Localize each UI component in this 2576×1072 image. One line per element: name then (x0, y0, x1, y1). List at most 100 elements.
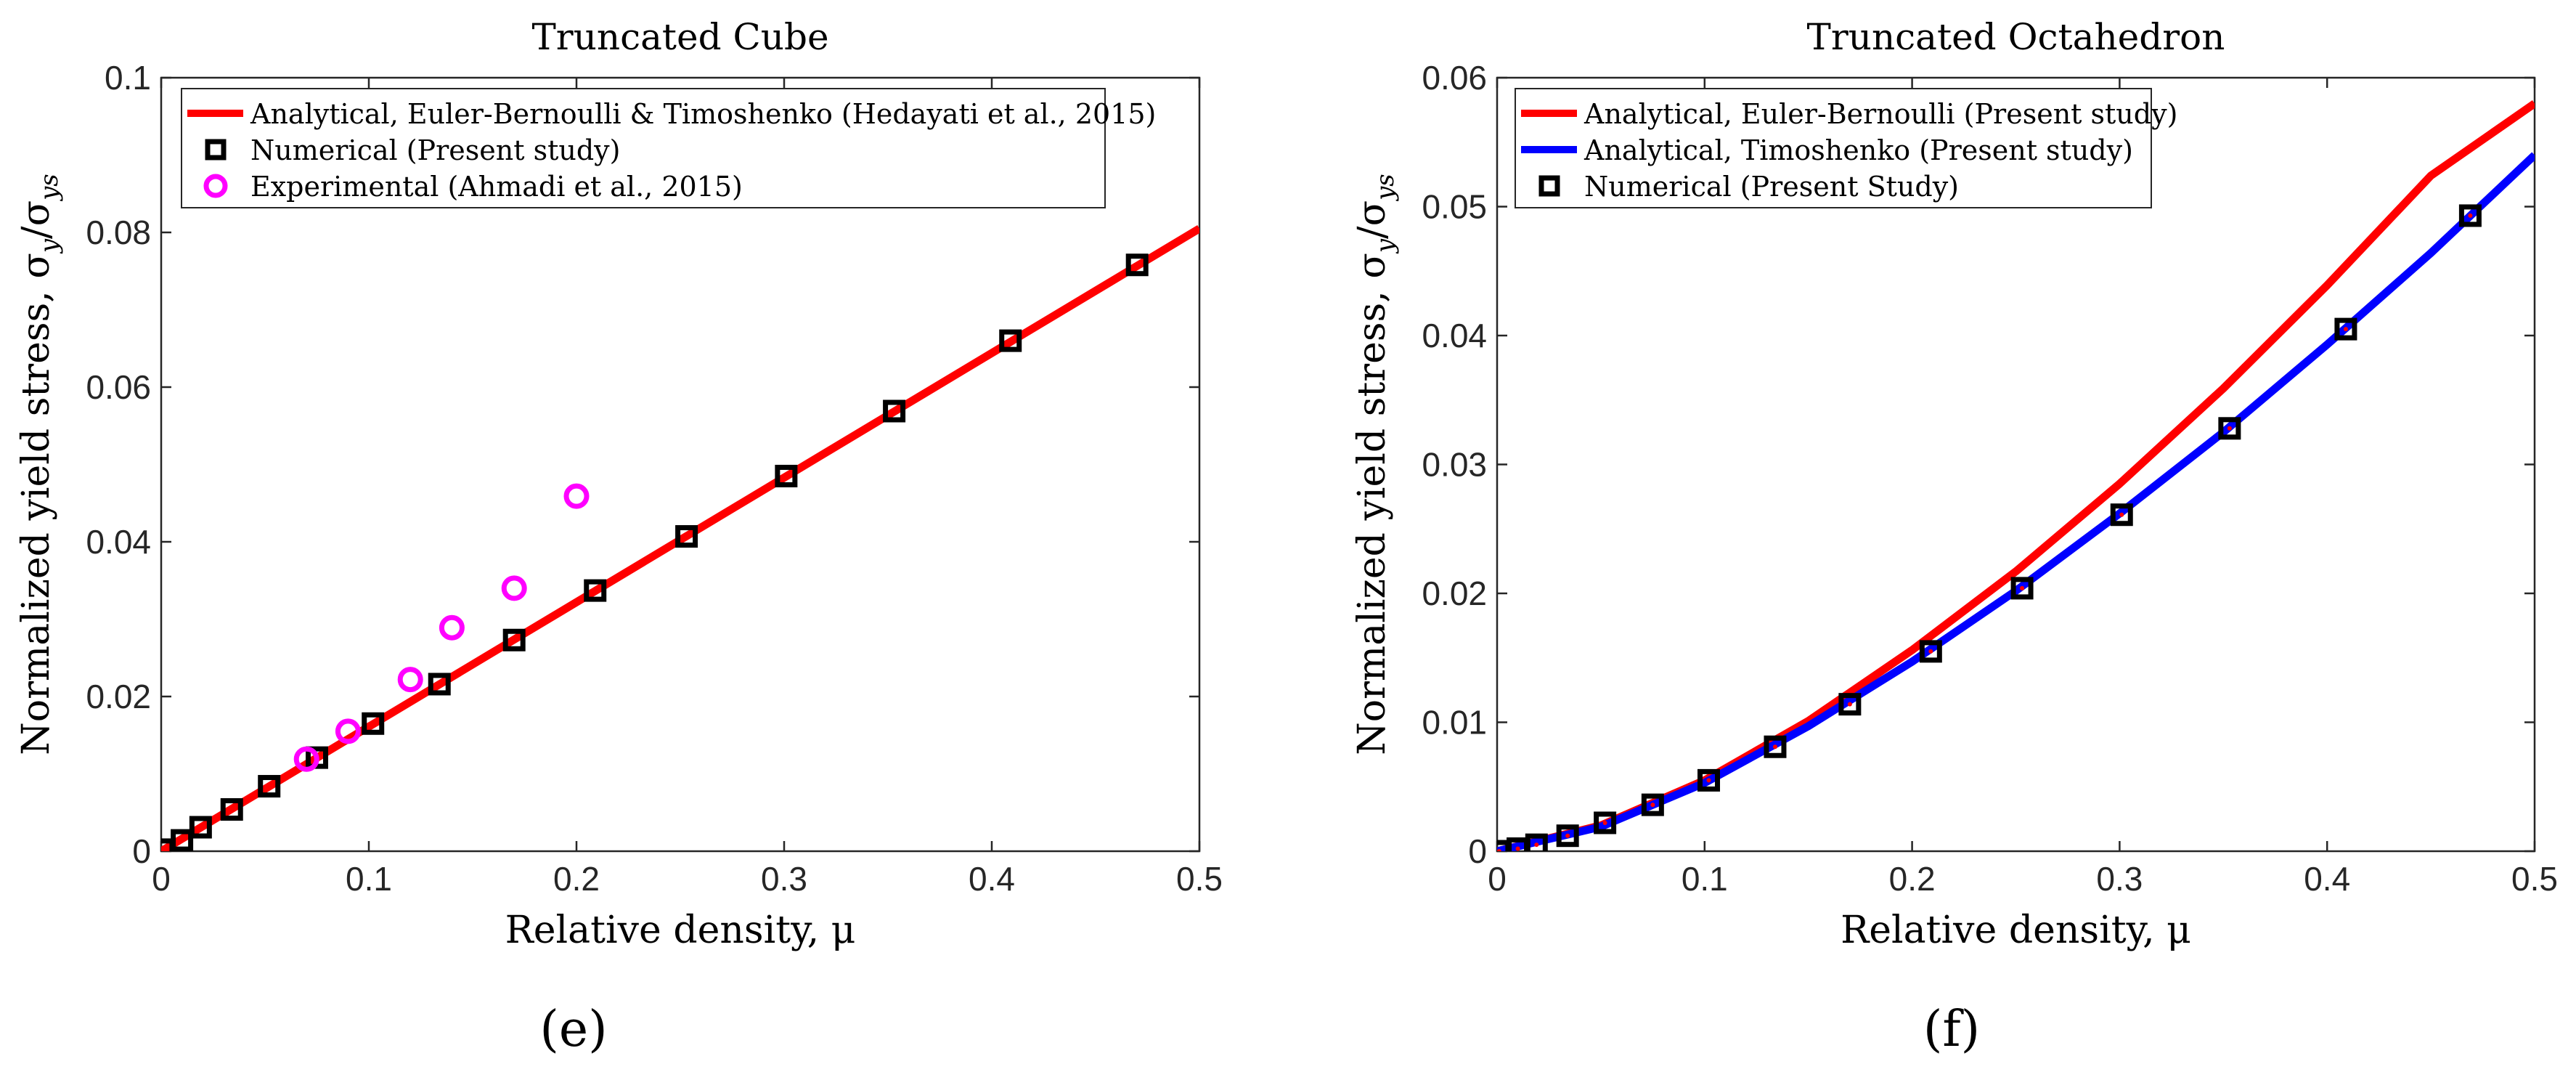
data-point-circle (563, 483, 590, 509)
x-tick-label: 0 (1488, 860, 1507, 898)
y-axis-label-part: /σ (15, 200, 58, 239)
y-axis-label-subscript: y (1371, 238, 1400, 254)
data-point-square (1125, 253, 1149, 277)
y-axis-label: Normalized yield stress, σy/σys (1350, 174, 1400, 755)
data-layer (1497, 100, 2535, 851)
data-point-square (2110, 503, 2133, 527)
data-point-center (1515, 846, 1520, 851)
x-tick-label: 0.2 (553, 860, 600, 898)
data-point-center (2020, 585, 2025, 590)
legend-entry-label: Analytical, Timoshenko (Present study) (1583, 134, 2133, 166)
y-tick-label: 0.02 (86, 678, 151, 715)
series-line (1497, 100, 2535, 851)
data-point-center (1706, 778, 1711, 783)
chart-title: Truncated Cube (531, 16, 828, 58)
data-point-center (229, 807, 235, 812)
panel-label: (e) (539, 1001, 607, 1058)
y-tick-label: 0 (132, 832, 151, 870)
data-point-square (502, 628, 526, 651)
x-tick-label: 0.5 (1176, 860, 1223, 898)
chart-panel-1: Truncated Cube 0 0.1 0.2 0.3 0.4 0.5 0 0.02 0.04 0… (15, 16, 1223, 1058)
data-point-square (171, 829, 194, 851)
data-point-square (1594, 811, 1617, 835)
data-layer (161, 224, 1199, 851)
data-point-square (675, 525, 698, 548)
y-axis-label-part: Normalized yield stress, σ (1350, 253, 1394, 755)
data-point-center (592, 588, 598, 593)
data-point-square (1764, 735, 1787, 758)
legend-entry-label: Analytical, Euler-Bernoulli (Present stu… (1583, 98, 2177, 130)
y-tick-label: 0.06 (1422, 59, 1487, 97)
data-point-center (783, 474, 788, 479)
legend-square-swatch (205, 139, 227, 161)
y-axis-label-subscript: ys (1371, 174, 1400, 202)
data-point-center (892, 409, 897, 414)
x-tick-label: 0 (152, 860, 171, 898)
data-point-center (1928, 649, 1933, 654)
y-tick-label: 0.01 (1422, 704, 1487, 742)
data-point-square (220, 797, 243, 821)
data-point-square (999, 329, 1022, 352)
x-tick-label: 0.4 (2304, 860, 2350, 898)
data-point-square (1838, 693, 1862, 716)
legend-entry-label: Analytical, Euler-Bernoulli & Timoshenko… (250, 98, 1156, 130)
y-tick-label: 0.06 (86, 368, 151, 406)
y-axis-label-part: /σ (1350, 200, 1394, 239)
data-point-center (1847, 702, 1852, 707)
data-point-center (161, 847, 166, 851)
data-point-circle (439, 614, 465, 641)
data-point-square (428, 673, 451, 696)
data-point-center (1497, 849, 1501, 851)
data-point-center (684, 534, 689, 539)
data-point-square (1497, 840, 1511, 851)
y-tick-label: 0.02 (1422, 574, 1487, 612)
y-tick-label: 0.08 (86, 214, 151, 251)
y-tick-label: 0.04 (86, 523, 151, 561)
data-point-center (2343, 327, 2348, 332)
data-point-square (1697, 768, 1721, 792)
y-tick-label: 0.04 (1422, 317, 1487, 354)
x-tick-label: 0.2 (1889, 860, 1936, 898)
plot-area-frame (160, 76, 1201, 853)
x-tick-label: 0.4 (969, 860, 1015, 898)
legend-square-swatch (1538, 175, 1560, 197)
x-tick-label: 0.1 (346, 860, 392, 898)
legend-entry-label: Experimental (Ahmadi et al., 2015) (250, 171, 743, 203)
data-point-square (1641, 793, 1664, 816)
data-point-square (584, 579, 607, 602)
y-tick-label: 0.1 (105, 59, 151, 97)
data-point-circle (397, 667, 423, 693)
data-point-center (1008, 338, 1013, 344)
chart-panel-2: Truncated Octahedron 0 0.1 0.2 0.3 0.4 0.5 0 0.0… (1350, 16, 2558, 1058)
data-point-square (2334, 317, 2357, 341)
panel-label: (f) (1923, 1001, 1980, 1058)
legend: Analytical, Euler-Bernoulli (Present stu… (1515, 88, 2177, 208)
data-point-circle (335, 718, 361, 744)
data-point-square (2010, 577, 2034, 600)
data-point-center (2119, 512, 2124, 517)
data-point-center (512, 638, 517, 643)
legend-box (181, 88, 1106, 208)
data-point-center (2227, 426, 2232, 431)
data-point-center (1602, 820, 1607, 825)
data-point-circle (501, 575, 527, 601)
data-point-square (2218, 417, 2241, 440)
y-axis-label-part: Normalized yield stress, σ (15, 253, 58, 755)
series-line (1497, 152, 2535, 851)
x-tick-label: 0.3 (2096, 860, 2143, 898)
data-point-center (266, 784, 272, 789)
data-point-square (883, 399, 906, 423)
legend-circle-swatch (203, 174, 228, 198)
data-point-center (2468, 213, 2473, 218)
data-point-center (1772, 744, 1777, 750)
data-point-center (1135, 262, 1140, 267)
y-axis-label-subscript: y (35, 238, 64, 254)
y-axis-label: Normalized yield stress, σy/σys (15, 174, 64, 755)
legend: Analytical, Euler-Bernoulli & Timoshenko… (181, 88, 1156, 208)
data-point-center (179, 838, 184, 843)
data-point-square (189, 816, 212, 839)
x-tick-label: 0.3 (761, 860, 807, 898)
y-tick-label: 0 (1468, 832, 1487, 870)
data-point-square (258, 775, 281, 798)
